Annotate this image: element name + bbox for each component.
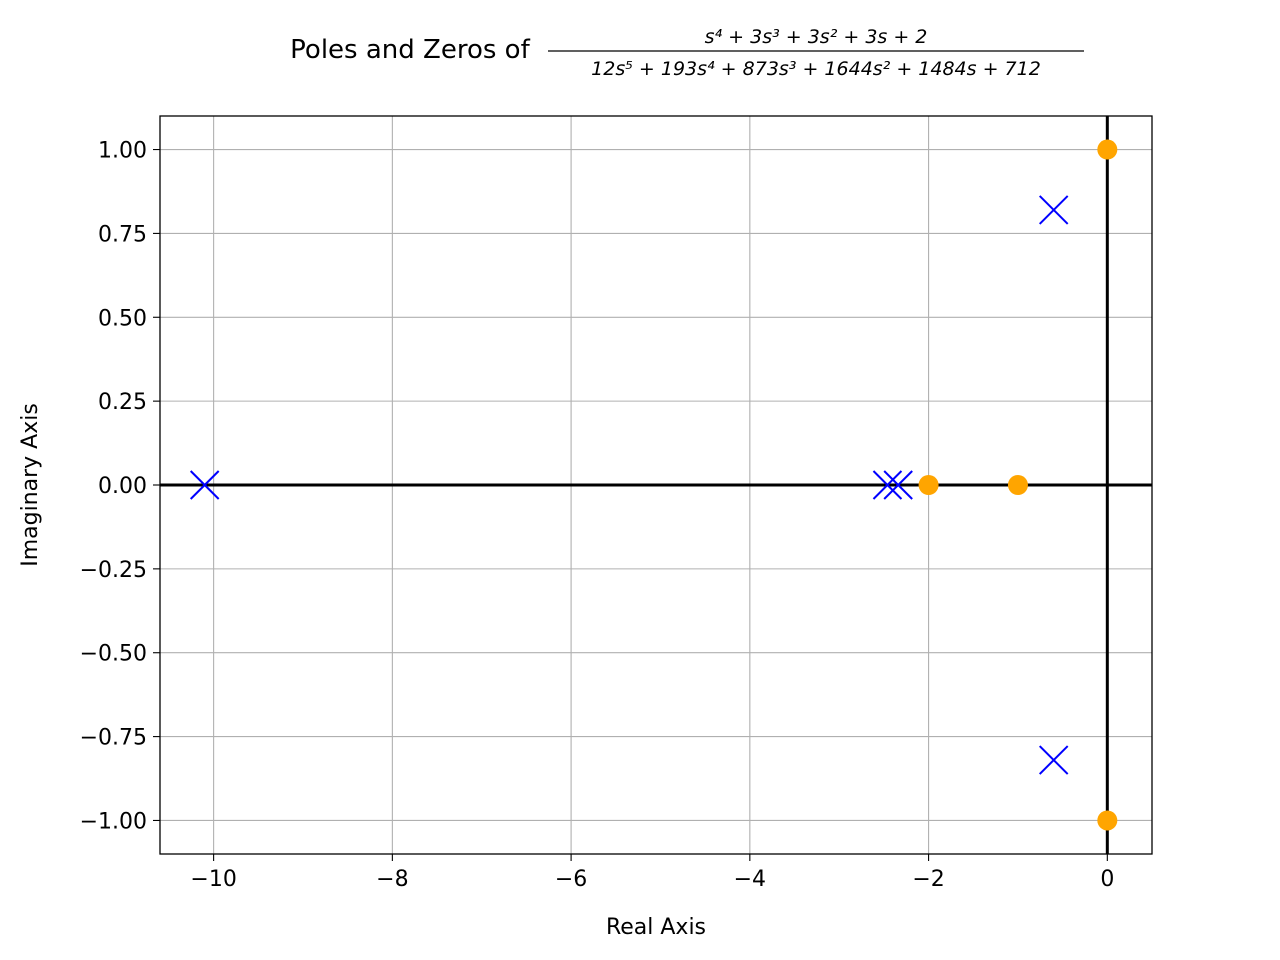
pole-marker-stroke — [1038, 195, 1069, 225]
markers — [189, 139, 1118, 831]
zero-marker — [1097, 810, 1118, 831]
x-axis-label: Real Axis — [606, 915, 706, 940]
zero-marker — [918, 475, 939, 495]
x-tick-label: −4 — [734, 867, 766, 892]
pole-marker-stroke — [872, 470, 903, 500]
x-tick-label: 0 — [1100, 867, 1114, 892]
pole-marker — [883, 470, 913, 500]
axis-zero-lines — [160, 116, 1152, 854]
zero-marker — [1007, 475, 1028, 495]
pole-marker-stroke — [189, 470, 220, 500]
chart-title-denominator: 12s⁵ + 193s⁴ + 873s³ + 1644s² + 1484s + … — [591, 58, 1041, 80]
y-tick-label: −0.50 — [80, 642, 147, 667]
pole-marker — [1038, 745, 1069, 775]
x-tick-label: −10 — [190, 867, 236, 892]
y-axis-label: Imaginary Axis — [18, 403, 43, 567]
chart-title: Poles and Zeros of s⁴ + 3s³ + 3s² + 3s +… — [290, 26, 1084, 80]
chart-title-prefix: Poles and Zeros of — [290, 35, 538, 65]
x-axis-ticks: −10 −8 −6 −4 −2 0 — [190, 854, 1114, 892]
y-tick-label: 0.50 — [98, 306, 147, 331]
chart-title-numerator: s⁴ + 3s³ + 3s² + 3s + 2 — [705, 26, 928, 48]
y-tick-label: 0.00 — [98, 474, 147, 499]
x-tick-label: −2 — [912, 867, 944, 892]
pole-marker — [872, 470, 903, 500]
y-tick-label: −1.00 — [80, 809, 147, 834]
zero-marker — [1097, 139, 1118, 160]
y-axis-ticks: 1.00 0.75 0.50 0.25 0.00 −0.25 −0.50 −0.75 −1.00 — [80, 139, 160, 834]
y-tick-label: 0.25 — [98, 390, 147, 415]
x-tick-label: −6 — [555, 867, 587, 892]
y-tick-label: 0.75 — [98, 222, 147, 247]
y-tick-label: −0.75 — [80, 726, 147, 751]
x-tick-label: −8 — [376, 867, 408, 892]
y-tick-label: 1.00 — [98, 139, 147, 164]
pole-marker — [189, 470, 220, 500]
pole-marker-stroke — [883, 470, 913, 500]
y-tick-label: −0.25 — [80, 558, 147, 583]
pole-marker — [1038, 195, 1069, 225]
pole-marker-stroke — [1038, 745, 1069, 775]
